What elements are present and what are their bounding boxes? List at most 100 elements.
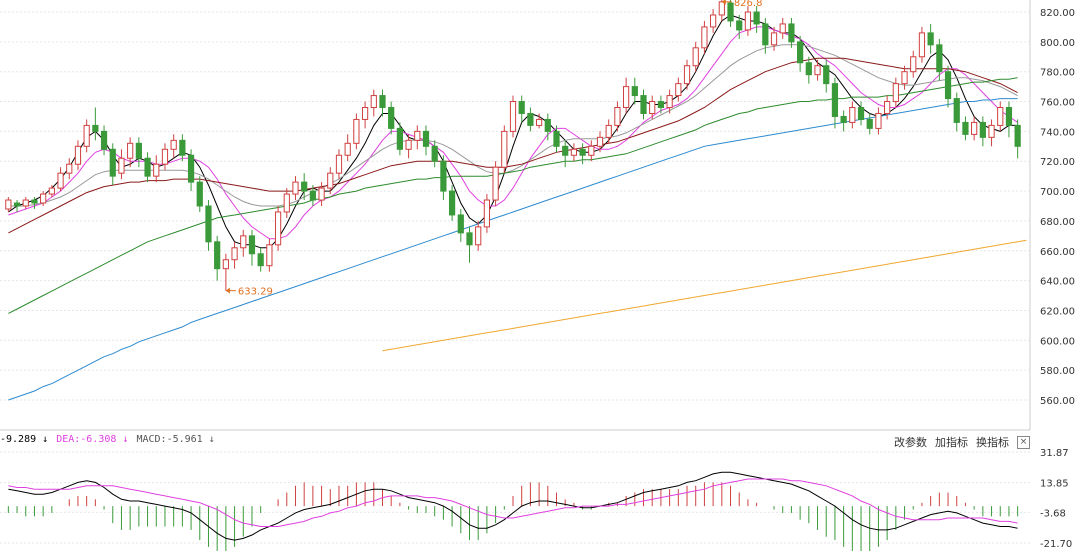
add-indicator-button[interactable]: 加指标 [935,436,968,449]
candle[interactable] [823,59,830,93]
candle[interactable] [866,113,873,135]
candle[interactable] [109,143,116,186]
candle[interactable] [57,167,64,192]
candle[interactable] [614,101,621,132]
candle[interactable] [927,23,934,54]
candle[interactable] [623,77,630,114]
candle[interactable] [675,77,682,102]
candle[interactable] [266,238,273,272]
candle[interactable] [770,26,778,51]
candle[interactable] [127,137,134,168]
candle[interactable] [640,89,647,120]
candle[interactable] [161,143,169,171]
candle[interactable] [396,122,403,156]
candle[interactable] [875,107,882,135]
candle[interactable] [231,241,238,269]
candle[interactable] [13,200,21,212]
candle[interactable] [414,125,421,150]
candle[interactable] [979,116,986,147]
candle[interactable] [214,235,221,281]
candle[interactable] [92,107,99,141]
candle[interactable] [301,173,308,201]
candle[interactable] [727,0,734,27]
candle[interactable] [335,149,343,180]
candle[interactable] [649,95,656,120]
candle[interactable] [805,56,812,84]
candle[interactable] [997,101,1004,132]
candle[interactable] [596,131,604,153]
candle[interactable] [527,107,534,132]
candle[interactable] [74,140,82,171]
candlesticks[interactable] [5,0,1021,291]
candle[interactable] [492,161,499,206]
candle[interactable] [283,188,290,218]
candle[interactable] [840,110,847,132]
candle[interactable] [788,17,795,48]
candle[interactable] [692,41,699,72]
candle[interactable] [370,89,377,117]
candle[interactable] [666,89,673,114]
candle[interactable] [570,143,578,162]
candle[interactable] [309,185,316,206]
swap-indicator-button[interactable]: 换指标 [976,436,1009,449]
candle[interactable] [579,143,586,165]
candle[interactable] [797,35,804,72]
candle[interactable] [257,247,264,272]
candle[interactable] [344,134,351,162]
candle[interactable] [448,185,456,221]
candle[interactable] [518,95,525,123]
candle[interactable] [466,226,473,263]
candle[interactable] [535,113,543,129]
candle[interactable] [857,101,865,126]
candle[interactable] [144,152,151,183]
candle[interactable] [744,6,752,36]
candle[interactable] [736,14,743,39]
candle[interactable] [605,119,612,144]
candle[interactable] [379,89,386,117]
candle[interactable] [327,167,334,195]
candle[interactable] [553,125,560,153]
candle[interactable] [1014,119,1021,159]
candle[interactable] [588,140,595,162]
candle[interactable] [187,149,195,192]
candle[interactable] [901,65,908,90]
candle[interactable] [292,176,299,201]
candle[interactable] [5,197,12,212]
candle[interactable] [710,9,717,33]
candle[interactable] [66,158,73,180]
candle[interactable] [918,26,926,63]
candle[interactable] [100,125,108,156]
candle[interactable] [683,59,691,90]
candle[interactable] [814,59,821,81]
candle[interactable] [31,197,38,209]
candle[interactable] [753,6,760,33]
candle[interactable] [988,119,995,147]
candle[interactable] [509,95,517,138]
candle[interactable] [483,194,491,233]
candle[interactable] [405,134,412,159]
candle[interactable] [849,101,856,129]
candle[interactable] [831,77,839,129]
candle[interactable] [631,77,638,105]
candle[interactable] [48,185,55,198]
candle[interactable] [475,220,482,251]
candle[interactable] [1005,101,1013,138]
candle[interactable] [457,208,464,242]
candle[interactable] [422,125,430,156]
candle[interactable] [936,38,943,81]
candle[interactable] [153,155,160,183]
candle[interactable] [170,134,177,159]
candle[interactable] [205,200,212,251]
candle[interactable] [501,125,508,174]
candle[interactable] [83,119,90,153]
candle[interactable] [562,140,569,168]
candle[interactable] [440,155,447,201]
candle[interactable] [179,134,186,162]
candle[interactable] [388,101,395,135]
candle[interactable] [274,206,282,251]
candle[interactable] [910,50,917,78]
candle[interactable] [962,116,969,141]
candle[interactable] [196,176,203,212]
candle[interactable] [953,92,960,132]
